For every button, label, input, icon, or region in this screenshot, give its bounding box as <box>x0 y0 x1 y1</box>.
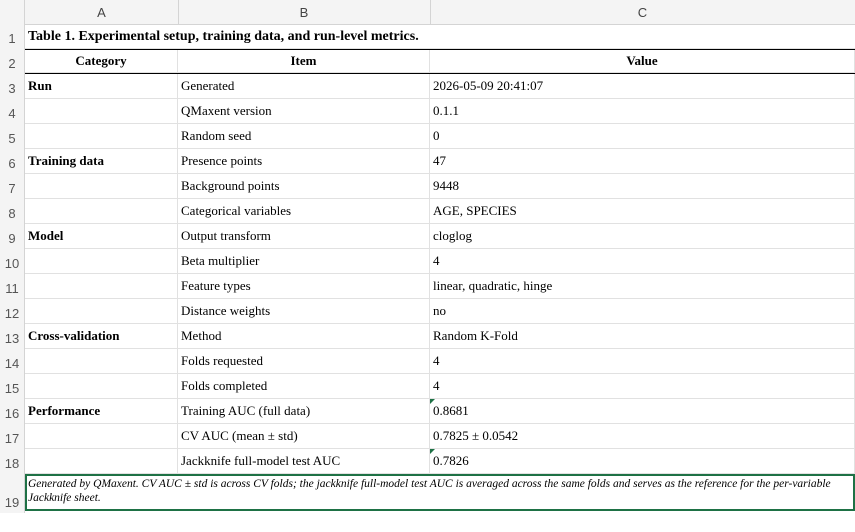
table-row[interactable]: CV AUC (mean ± std) 0.7825 ± 0.0542 <box>25 424 855 449</box>
table-row[interactable]: Categorical variables AGE, SPECIES <box>25 199 855 224</box>
spreadsheet-grid[interactable]: Table 1. Experimental setup, training da… <box>25 25 855 513</box>
item-cell[interactable]: CV AUC (mean ± std) <box>178 424 430 449</box>
table-row[interactable]: Folds requested 4 <box>25 349 855 374</box>
category-cell[interactable] <box>25 124 178 149</box>
error-indicator-icon[interactable] <box>430 449 435 454</box>
header-item[interactable]: Item <box>178 50 430 73</box>
value-cell[interactable]: 4 <box>430 349 855 374</box>
select-all-corner[interactable] <box>0 0 25 24</box>
item-cell[interactable]: Distance weights <box>178 299 430 324</box>
row-header-19[interactable]: 19 <box>4 495 20 510</box>
row-header-6[interactable]: 6 <box>8 156 16 171</box>
column-header-bar: A B C <box>0 0 855 25</box>
table-row[interactable]: Feature types linear, quadratic, hinge <box>25 274 855 299</box>
value-cell[interactable]: AGE, SPECIES <box>430 199 855 224</box>
item-cell[interactable]: Presence points <box>178 149 430 174</box>
table-note[interactable]: Generated by QMaxent. CV AUC ± std is ac… <box>25 474 855 512</box>
value-cell[interactable]: Random K-Fold <box>430 324 855 349</box>
item-cell[interactable]: Background points <box>178 174 430 199</box>
category-cell[interactable] <box>25 299 178 324</box>
category-cell[interactable] <box>25 374 178 399</box>
item-cell[interactable]: Beta multiplier <box>178 249 430 274</box>
row-header-16[interactable]: 16 <box>4 406 20 421</box>
header-row[interactable]: Category Item Value <box>25 49 855 74</box>
column-header-c[interactable]: C <box>430 0 855 24</box>
value-cell[interactable]: 0.7826 <box>430 449 855 474</box>
item-cell[interactable]: Random seed <box>178 124 430 149</box>
value-cell[interactable]: 0 <box>430 124 855 149</box>
category-cell[interactable] <box>25 199 178 224</box>
row-header-bar <box>0 24 25 513</box>
table-row[interactable]: Beta multiplier 4 <box>25 249 855 274</box>
value-cell[interactable]: 4 <box>430 249 855 274</box>
item-cell[interactable]: Generated <box>178 74 430 99</box>
category-cell[interactable]: Run <box>25 74 178 99</box>
table-row[interactable]: Run Generated 2026-05-09 20:41:07 <box>25 74 855 99</box>
value-cell[interactable]: 2026-05-09 20:41:07 <box>430 74 855 99</box>
value-cell[interactable]: 4 <box>430 374 855 399</box>
value-cell[interactable]: 0.7825 ± 0.0542 <box>430 424 855 449</box>
item-cell[interactable]: Categorical variables <box>178 199 430 224</box>
table-row[interactable]: Model Output transform cloglog <box>25 224 855 249</box>
item-cell[interactable]: Training AUC (full data) <box>178 399 430 424</box>
category-cell[interactable]: Training data <box>25 149 178 174</box>
row-header-9[interactable]: 9 <box>8 231 16 246</box>
category-cell[interactable] <box>25 274 178 299</box>
title-row[interactable]: Table 1. Experimental setup, training da… <box>25 25 855 49</box>
row-header-14[interactable]: 14 <box>4 356 20 371</box>
row-header-18[interactable]: 18 <box>4 456 20 471</box>
row-header-3[interactable]: 3 <box>8 81 16 96</box>
item-cell[interactable]: Method <box>178 324 430 349</box>
table-row[interactable]: Performance Training AUC (full data) 0.868… <box>25 399 855 424</box>
category-cell[interactable] <box>25 249 178 274</box>
category-cell[interactable]: Performance <box>25 399 178 424</box>
row-header-2[interactable]: 2 <box>8 56 16 71</box>
item-cell[interactable]: Folds requested <box>178 349 430 374</box>
row-header-7[interactable]: 7 <box>8 181 16 196</box>
row-header-5[interactable]: 5 <box>8 131 16 146</box>
error-indicator-icon[interactable] <box>430 399 435 404</box>
table-title[interactable]: Table 1. Experimental setup, training da… <box>25 25 855 49</box>
value-cell[interactable]: 0.1.1 <box>430 99 855 124</box>
item-cell[interactable]: Output transform <box>178 224 430 249</box>
value-cell[interactable]: linear, quadratic, hinge <box>430 274 855 299</box>
item-cell[interactable]: QMaxent version <box>178 99 430 124</box>
value-cell[interactable]: 9448 <box>430 174 855 199</box>
row-header-17[interactable]: 17 <box>4 431 20 446</box>
table-row[interactable]: Distance weights no <box>25 299 855 324</box>
table-row[interactable]: Jackknife full-model test AUC 0.7826 <box>25 449 855 474</box>
category-cell[interactable] <box>25 449 178 474</box>
value-cell[interactable]: cloglog <box>430 224 855 249</box>
row-header-10[interactable]: 10 <box>4 256 20 271</box>
category-cell[interactable] <box>25 174 178 199</box>
row-header-8[interactable]: 8 <box>8 206 16 221</box>
item-cell[interactable]: Jackknife full-model test AUC <box>178 449 430 474</box>
item-cell[interactable]: Feature types <box>178 274 430 299</box>
row-header-12[interactable]: 12 <box>4 306 20 321</box>
header-category[interactable]: Category <box>25 50 178 73</box>
table-row[interactable]: Cross-validation Method Random K-Fold <box>25 324 855 349</box>
category-cell[interactable] <box>25 99 178 124</box>
item-cell[interactable]: Folds completed <box>178 374 430 399</box>
table-row[interactable]: QMaxent version 0.1.1 <box>25 99 855 124</box>
row-header-1[interactable]: 1 <box>8 31 16 46</box>
value-cell[interactable]: 47 <box>430 149 855 174</box>
table-row[interactable]: Training data Presence points 47 <box>25 149 855 174</box>
category-cell[interactable]: Model <box>25 224 178 249</box>
category-cell[interactable] <box>25 424 178 449</box>
value-cell[interactable]: 0.8681 <box>430 399 855 424</box>
column-header-b[interactable]: B <box>178 0 431 24</box>
row-header-15[interactable]: 15 <box>4 381 20 396</box>
category-cell[interactable]: Cross-validation <box>25 324 178 349</box>
row-header-13[interactable]: 13 <box>4 331 20 346</box>
row-header-11[interactable]: 11 <box>5 281 19 296</box>
table-row[interactable]: Background points 9448 <box>25 174 855 199</box>
table-row[interactable]: Random seed 0 <box>25 124 855 149</box>
table-row[interactable]: Folds completed 4 <box>25 374 855 399</box>
row-header-4[interactable]: 4 <box>8 106 16 121</box>
header-value[interactable]: Value <box>430 50 855 73</box>
category-cell[interactable] <box>25 349 178 374</box>
value-cell[interactable]: no <box>430 299 855 324</box>
column-header-a[interactable]: A <box>25 0 179 24</box>
